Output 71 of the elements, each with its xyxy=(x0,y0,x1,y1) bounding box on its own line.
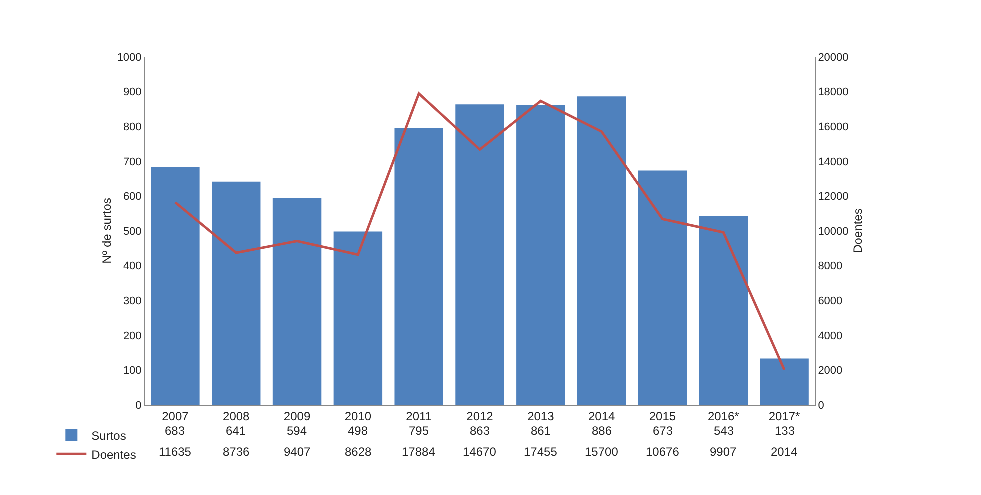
bar xyxy=(760,358,809,405)
x-tick-label: 2012 xyxy=(466,409,494,424)
bar xyxy=(212,182,261,405)
y-tick-label: 500 xyxy=(123,226,142,238)
data-label: 17884 xyxy=(402,445,436,459)
y2-tick-label: 2000 xyxy=(818,365,843,378)
data-label: 594 xyxy=(287,424,308,438)
bar xyxy=(516,105,566,405)
y2-tick-label: 4000 xyxy=(818,330,843,342)
x-tick-label: 2017* xyxy=(768,409,801,424)
y2-tick-label: 20000 xyxy=(818,52,849,64)
x-tick-label: 2011 xyxy=(406,409,432,424)
data-label: 8736 xyxy=(223,445,250,459)
data-label: 673 xyxy=(653,424,674,438)
y-tick-label: 100 xyxy=(123,365,142,378)
data-label: 795 xyxy=(409,424,430,438)
data-label: 17455 xyxy=(524,445,558,459)
y-axis-title: Nº de surtos xyxy=(100,198,114,264)
y2-tick-label: 8000 xyxy=(818,260,843,273)
y-tick-label: 700 xyxy=(123,156,142,168)
y2-tick-label: 6000 xyxy=(818,295,843,308)
bar xyxy=(272,198,322,405)
line-series xyxy=(174,92,786,372)
data-label: 863 xyxy=(470,424,490,438)
y-tick-label: 0 xyxy=(136,400,142,412)
y2-tick-label: 0 xyxy=(818,400,824,412)
y-tick-label: 1000 xyxy=(117,52,142,64)
legend-label: Doentes xyxy=(92,448,136,462)
legend-label: Surtos xyxy=(92,428,126,443)
y-tick-label: 200 xyxy=(123,330,142,342)
y2-tick-label: 16000 xyxy=(818,121,849,134)
y-tick-label: 600 xyxy=(123,191,142,204)
data-label: 10676 xyxy=(646,445,680,459)
data-label: 15700 xyxy=(585,445,619,459)
data-label: 543 xyxy=(714,424,734,438)
y2-tick-label: 14000 xyxy=(818,156,849,168)
bar xyxy=(638,170,688,405)
x-tick-label: 2013 xyxy=(528,409,555,424)
data-label: 861 xyxy=(531,424,552,438)
bar xyxy=(394,128,444,405)
y2-tick-label: 10000 xyxy=(818,226,849,238)
bar xyxy=(699,216,748,405)
bar xyxy=(456,104,504,405)
data-label: 886 xyxy=(592,424,612,438)
bar xyxy=(151,167,200,405)
y-tick-label: 900 xyxy=(123,86,142,99)
data-label: 641 xyxy=(226,424,246,438)
y2-tick-label: 12000 xyxy=(818,191,849,204)
data-label: 14670 xyxy=(463,445,497,459)
bar xyxy=(334,232,383,405)
data-label: 11635 xyxy=(159,445,192,459)
y-tick-label: 400 xyxy=(123,260,142,273)
data-label: 498 xyxy=(348,424,368,438)
bar xyxy=(577,96,626,405)
x-tick-label: 2010 xyxy=(344,409,372,424)
x-tick-label: 2014 xyxy=(588,409,616,424)
x-tick-label: 2015 xyxy=(649,409,676,424)
x-tick-label: 2009 xyxy=(284,409,311,424)
x-tick-label: 2007 xyxy=(162,409,190,424)
y-tick-label: 300 xyxy=(123,295,142,308)
data-label: 683 xyxy=(165,424,186,438)
y2-tick-label: 18000 xyxy=(818,86,849,99)
data-label: 9907 xyxy=(710,445,738,459)
y-tick-label: 800 xyxy=(123,121,142,134)
data-label: 2014 xyxy=(771,445,798,459)
x-tick-label: 2016* xyxy=(708,409,740,424)
x-tick-label: 2008 xyxy=(223,409,250,424)
data-label: 8628 xyxy=(345,445,372,459)
data-label: 9407 xyxy=(284,445,312,459)
data-label: 133 xyxy=(775,424,796,438)
y2-axis-title: Doentes xyxy=(850,208,865,254)
